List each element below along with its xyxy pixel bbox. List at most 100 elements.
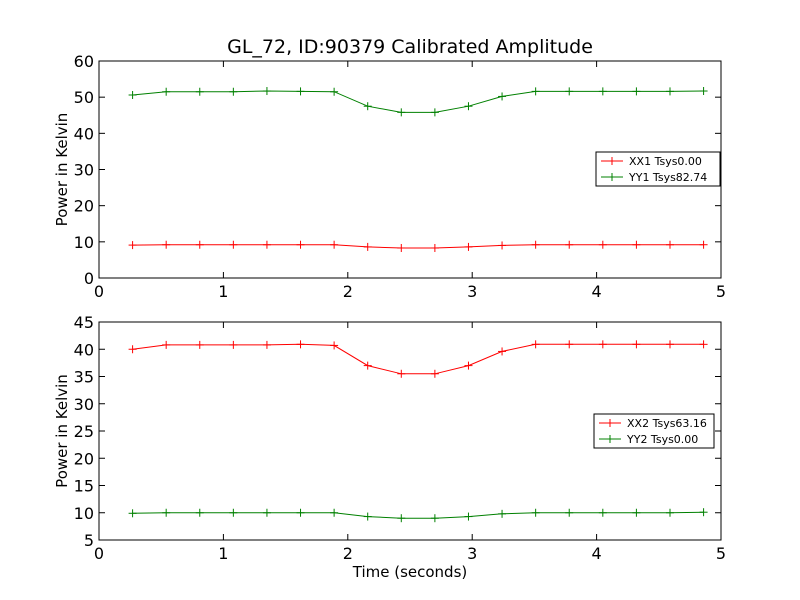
data-point: [195, 87, 204, 96]
y-tick-label: 0: [84, 269, 94, 288]
y-tick-label: 35: [74, 368, 94, 387]
data-point: [565, 340, 574, 349]
data-point: [330, 341, 339, 350]
data-point: [330, 508, 339, 517]
y-tick-label: 30: [74, 161, 94, 180]
series-2: [128, 87, 708, 117]
data-point: [699, 87, 708, 96]
y-tick-label: 15: [74, 477, 94, 496]
data-point: [397, 369, 406, 378]
y-tick-label: 10: [74, 233, 94, 252]
data-point: [128, 345, 137, 354]
data-point: [531, 240, 540, 249]
y-tick-label: 20: [74, 197, 94, 216]
x-tick-label: 3: [467, 282, 477, 301]
data-point: [397, 514, 406, 523]
data-point: [598, 340, 607, 349]
data-point: [464, 512, 473, 521]
data-point: [598, 87, 607, 96]
data-point: [464, 361, 473, 370]
data-point: [397, 108, 406, 117]
y-tick-label: 5: [84, 531, 94, 550]
data-point: [464, 102, 473, 111]
x-tick-label: 0: [94, 282, 104, 301]
series-1: [128, 240, 708, 252]
legend-label: XX1 Tsys0.00: [629, 155, 702, 168]
data-point: [195, 240, 204, 249]
data-point: [699, 508, 708, 517]
x-tick-label: 1: [218, 544, 228, 563]
data-point: [565, 508, 574, 517]
data-point: [498, 509, 507, 518]
chart-title: GL_72, ID:90379 Calibrated Amplitude: [227, 36, 593, 58]
data-point: [128, 241, 137, 250]
x-tick-label: 5: [716, 282, 726, 301]
legend-entry: XX1 Tsys0.00: [601, 155, 702, 168]
data-point: [531, 508, 540, 517]
data-point: [430, 243, 439, 252]
data-point: [598, 240, 607, 249]
data-point: [632, 340, 641, 349]
data-point: [128, 509, 137, 518]
data-point: [195, 340, 204, 349]
data-point: [229, 508, 238, 517]
data-point: [262, 240, 271, 249]
data-point: [330, 87, 339, 96]
series-1: [128, 340, 708, 378]
data-point: [296, 508, 305, 517]
data-point: [632, 240, 641, 249]
x-tick-label: 4: [592, 544, 602, 563]
x-tick-label: 2: [343, 544, 353, 563]
data-point: [498, 347, 507, 356]
legend-entry: YY1 Tsys82.74: [601, 171, 707, 184]
data-point: [430, 514, 439, 523]
data-point: [632, 87, 641, 96]
data-point: [632, 508, 641, 517]
data-point: [162, 508, 171, 517]
y-tick-label: 60: [74, 52, 94, 71]
legend-entry: XX2 Tsys63.16: [599, 417, 707, 430]
legend-label: YY1 Tsys82.74: [628, 171, 707, 184]
data-point: [699, 240, 708, 249]
data-point: [598, 508, 607, 517]
data-point: [665, 508, 674, 517]
y-tick-label: 50: [74, 88, 94, 107]
x-tick-label: 0: [94, 544, 104, 563]
data-point: [397, 243, 406, 252]
legend-entry: YY2 Tsys0.00: [599, 433, 698, 446]
data-point: [229, 240, 238, 249]
data-point: [565, 87, 574, 96]
x-tick-label: 4: [592, 282, 602, 301]
series-line: [132, 244, 704, 249]
data-point: [363, 102, 372, 111]
y-tick-label: 10: [74, 504, 94, 523]
legend: XX1 Tsys0.00 YY1 Tsys82.74: [595, 151, 721, 187]
data-point: [565, 240, 574, 249]
data-point: [229, 340, 238, 349]
data-point: [430, 369, 439, 378]
y-tick-label: 20: [74, 449, 94, 468]
y-tick-label: 45: [74, 313, 94, 332]
data-point: [699, 340, 708, 349]
data-point: [296, 340, 305, 349]
data-point: [162, 340, 171, 349]
y-axis-label: Power in Kelvin: [53, 113, 71, 227]
data-point: [498, 92, 507, 101]
data-point: [665, 340, 674, 349]
x-tick-label: 3: [467, 544, 477, 563]
data-point: [262, 340, 271, 349]
x-axis-label: Time (seconds): [352, 563, 468, 581]
data-point: [195, 508, 204, 517]
y-axis-label: Power in Kelvin: [53, 374, 71, 488]
x-tick-label: 1: [218, 282, 228, 301]
data-point: [162, 87, 171, 96]
data-point: [498, 241, 507, 250]
data-point: [464, 242, 473, 251]
series-line: [132, 511, 704, 519]
data-point: [363, 242, 372, 251]
y-tick-label: 25: [74, 422, 94, 441]
series-line: [132, 343, 704, 375]
data-point: [665, 87, 674, 96]
